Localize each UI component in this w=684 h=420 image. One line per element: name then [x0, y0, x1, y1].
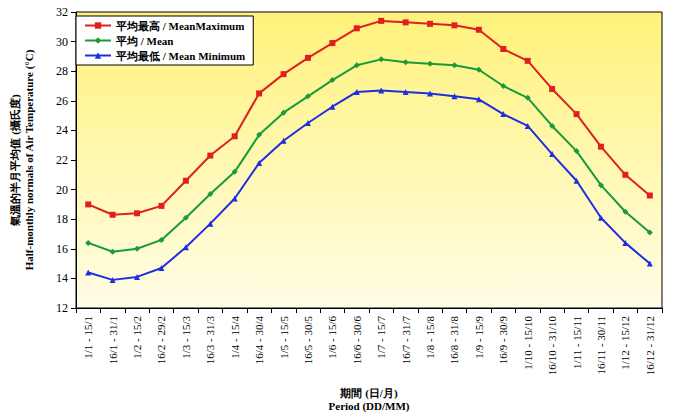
- svg-text:期間 (日/月): 期間 (日/月): [339, 387, 397, 400]
- svg-text:14: 14: [56, 271, 68, 285]
- svg-text:氣溫的半月平均值 (攝氏度): 氣溫的半月平均值 (攝氏度): [9, 94, 22, 226]
- svg-text:1/1 - 15/1: 1/1 - 15/1: [82, 316, 94, 359]
- svg-text:24: 24: [56, 123, 68, 137]
- svg-text:1/12 - 15/12: 1/12 - 15/12: [619, 316, 631, 370]
- svg-text:1/10 - 15/10: 1/10 - 15/10: [522, 316, 534, 370]
- svg-text:16/10 - 31/10: 16/10 - 31/10: [546, 316, 558, 376]
- svg-text:16/2 - 29/2: 16/2 - 29/2: [155, 316, 167, 364]
- svg-text:16/1 - 31/1: 16/1 - 31/1: [107, 316, 119, 364]
- svg-text:16/9 - 30/9: 16/9 - 30/9: [497, 316, 509, 365]
- svg-text:18: 18: [56, 212, 68, 226]
- svg-text:Half-monthly normals of Air Te: Half-monthly normals of Air Temperature …: [23, 49, 36, 270]
- svg-text:30: 30: [56, 35, 68, 49]
- svg-text:1/2 - 15/2: 1/2 - 15/2: [131, 316, 143, 359]
- svg-text:16/4 - 30/4: 16/4 - 30/4: [253, 316, 265, 365]
- svg-text:Period (DD/MM): Period (DD/MM): [329, 400, 410, 413]
- svg-text:16/8 - 31/8: 16/8 - 31/8: [448, 316, 460, 365]
- svg-text:1/11 - 15/11: 1/11 - 15/11: [571, 316, 583, 369]
- svg-text:26: 26: [56, 94, 68, 108]
- svg-text:1/7 - 15/7: 1/7 - 15/7: [375, 316, 387, 359]
- svg-text:16/3 - 31/3: 16/3 - 31/3: [204, 316, 216, 365]
- svg-text:1/9 - 15/9: 1/9 - 15/9: [473, 316, 485, 359]
- svg-text:1/3 - 15/3: 1/3 - 15/3: [180, 316, 192, 359]
- svg-text:16/5 - 30/5: 16/5 - 30/5: [302, 316, 314, 365]
- svg-text:28: 28: [56, 64, 68, 78]
- svg-text:22: 22: [56, 153, 68, 167]
- svg-text:16: 16: [56, 242, 68, 256]
- svg-text:1/8 - 15/8: 1/8 - 15/8: [424, 316, 436, 359]
- svg-text:16/11 - 30/11: 16/11 - 30/11: [595, 316, 607, 374]
- svg-text:1/4 - 15/4: 1/4 - 15/4: [229, 316, 241, 359]
- svg-text:平均最低 / Mean Minimum: 平均最低 / Mean Minimum: [115, 50, 245, 62]
- svg-text:1/5 - 15/5: 1/5 - 15/5: [278, 316, 290, 359]
- svg-text:平均 / Mean: 平均 / Mean: [115, 35, 173, 47]
- svg-text:16/7 - 31/7: 16/7 - 31/7: [400, 316, 412, 365]
- svg-text:20: 20: [56, 183, 68, 197]
- svg-text:12: 12: [56, 301, 68, 315]
- svg-text:16/6 - 30/6: 16/6 - 30/6: [351, 316, 363, 365]
- svg-text:1/6 - 15/6: 1/6 - 15/6: [326, 316, 338, 359]
- svg-text:32: 32: [56, 5, 68, 19]
- svg-text:平均最高 / MeanMaximum: 平均最高 / MeanMaximum: [115, 20, 244, 32]
- svg-text:16/12 - 31/12: 16/12 - 31/12: [644, 316, 656, 375]
